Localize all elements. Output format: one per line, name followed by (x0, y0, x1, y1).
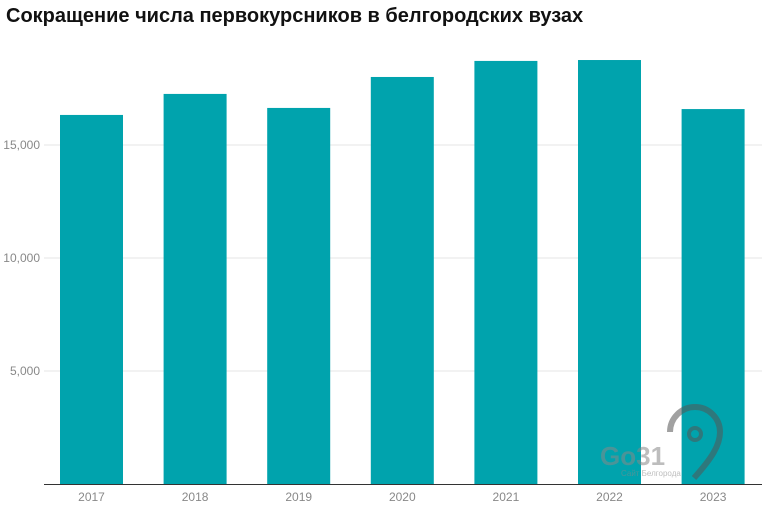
y-tick-label: 15,000 (3, 138, 40, 152)
x-tick-label: 2019 (285, 490, 312, 504)
x-tick-label: 2020 (389, 490, 416, 504)
bar-2022 (578, 60, 641, 485)
y-tick-label: 5,000 (10, 364, 40, 378)
bar-2020 (370, 76, 434, 484)
x-tick-label: 2023 (700, 490, 727, 504)
bar-2019 (267, 107, 331, 484)
x-tick-label: 2017 (78, 490, 105, 504)
bar-2018 (163, 93, 227, 484)
pin-dot-icon (687, 426, 703, 442)
x-tick-label: 2021 (493, 490, 520, 504)
location-pin-icon (667, 404, 724, 481)
y-tick-label: 10,000 (3, 251, 40, 265)
bar-2021 (474, 60, 538, 484)
x-tick-label: 2022 (596, 490, 623, 504)
bar-2017 (60, 114, 123, 484)
watermark-tagline: Сайт Белгорода (621, 469, 681, 478)
x-tick-label: 2018 (182, 490, 209, 504)
bar-2023 (681, 109, 745, 484)
watermark-text: Go31 (600, 441, 665, 471)
chart-title: Сокращение числа первокурсников в белгор… (6, 5, 584, 27)
